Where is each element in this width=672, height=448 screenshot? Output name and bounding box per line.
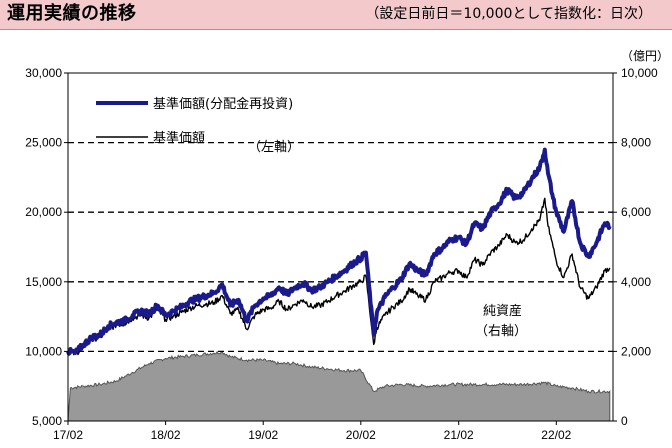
- right-axis-unit: （億円）: [621, 49, 669, 63]
- left-axis-tick-label: 30,000: [25, 66, 62, 80]
- left-axis-tick-label: 20,000: [25, 205, 62, 219]
- x-axis-tick-label: 17/02: [53, 428, 83, 442]
- net-assets-annotation: 純資産: [483, 303, 522, 319]
- plot-frame: [67, 72, 614, 422]
- right-axis-tick-label: 10,000: [621, 66, 658, 80]
- right-axis-annotation: （右軸）: [475, 324, 527, 339]
- right-axis-tick-label: 0: [621, 414, 628, 428]
- series-line-reinvested: [66, 147, 612, 356]
- net-assets-area: [67, 350, 611, 422]
- right-axis-tick-label: 2,000: [621, 344, 651, 358]
- header-bar: 運用実績の推移 （設定日前日＝10,000として指数化：日次）: [0, 0, 672, 30]
- left-axis-tick-label: 15,000: [25, 275, 62, 289]
- left-axis-tick-label: 10,000: [25, 344, 62, 358]
- right-axis-tick-label: 4,000: [621, 275, 651, 289]
- x-axis-tick-label: 22/02: [541, 428, 571, 442]
- right-axis-tick-label: 6,000: [621, 205, 651, 219]
- page-title: 運用実績の推移: [7, 3, 137, 24]
- left-axis-tick-label: 25,000: [25, 136, 62, 150]
- left-axis-tick-label: 5,000: [32, 414, 62, 428]
- right-axis-tick-label: 8,000: [621, 136, 651, 150]
- legend-label-reinvested: 基準価額(分配金再投資): [153, 96, 293, 112]
- x-axis-tick-label: 21/02: [444, 428, 474, 442]
- x-axis-tick-label: 18/02: [151, 428, 181, 442]
- legend-label-nav: 基準価額: [153, 130, 205, 146]
- left-axis-annotation: （左軸）: [248, 140, 300, 155]
- page-subtitle: （設定日前日＝10,000として指数化：日次）: [365, 6, 652, 22]
- x-axis-tick-label: 20/02: [346, 428, 376, 442]
- x-axis-tick-label: 19/02: [248, 428, 278, 442]
